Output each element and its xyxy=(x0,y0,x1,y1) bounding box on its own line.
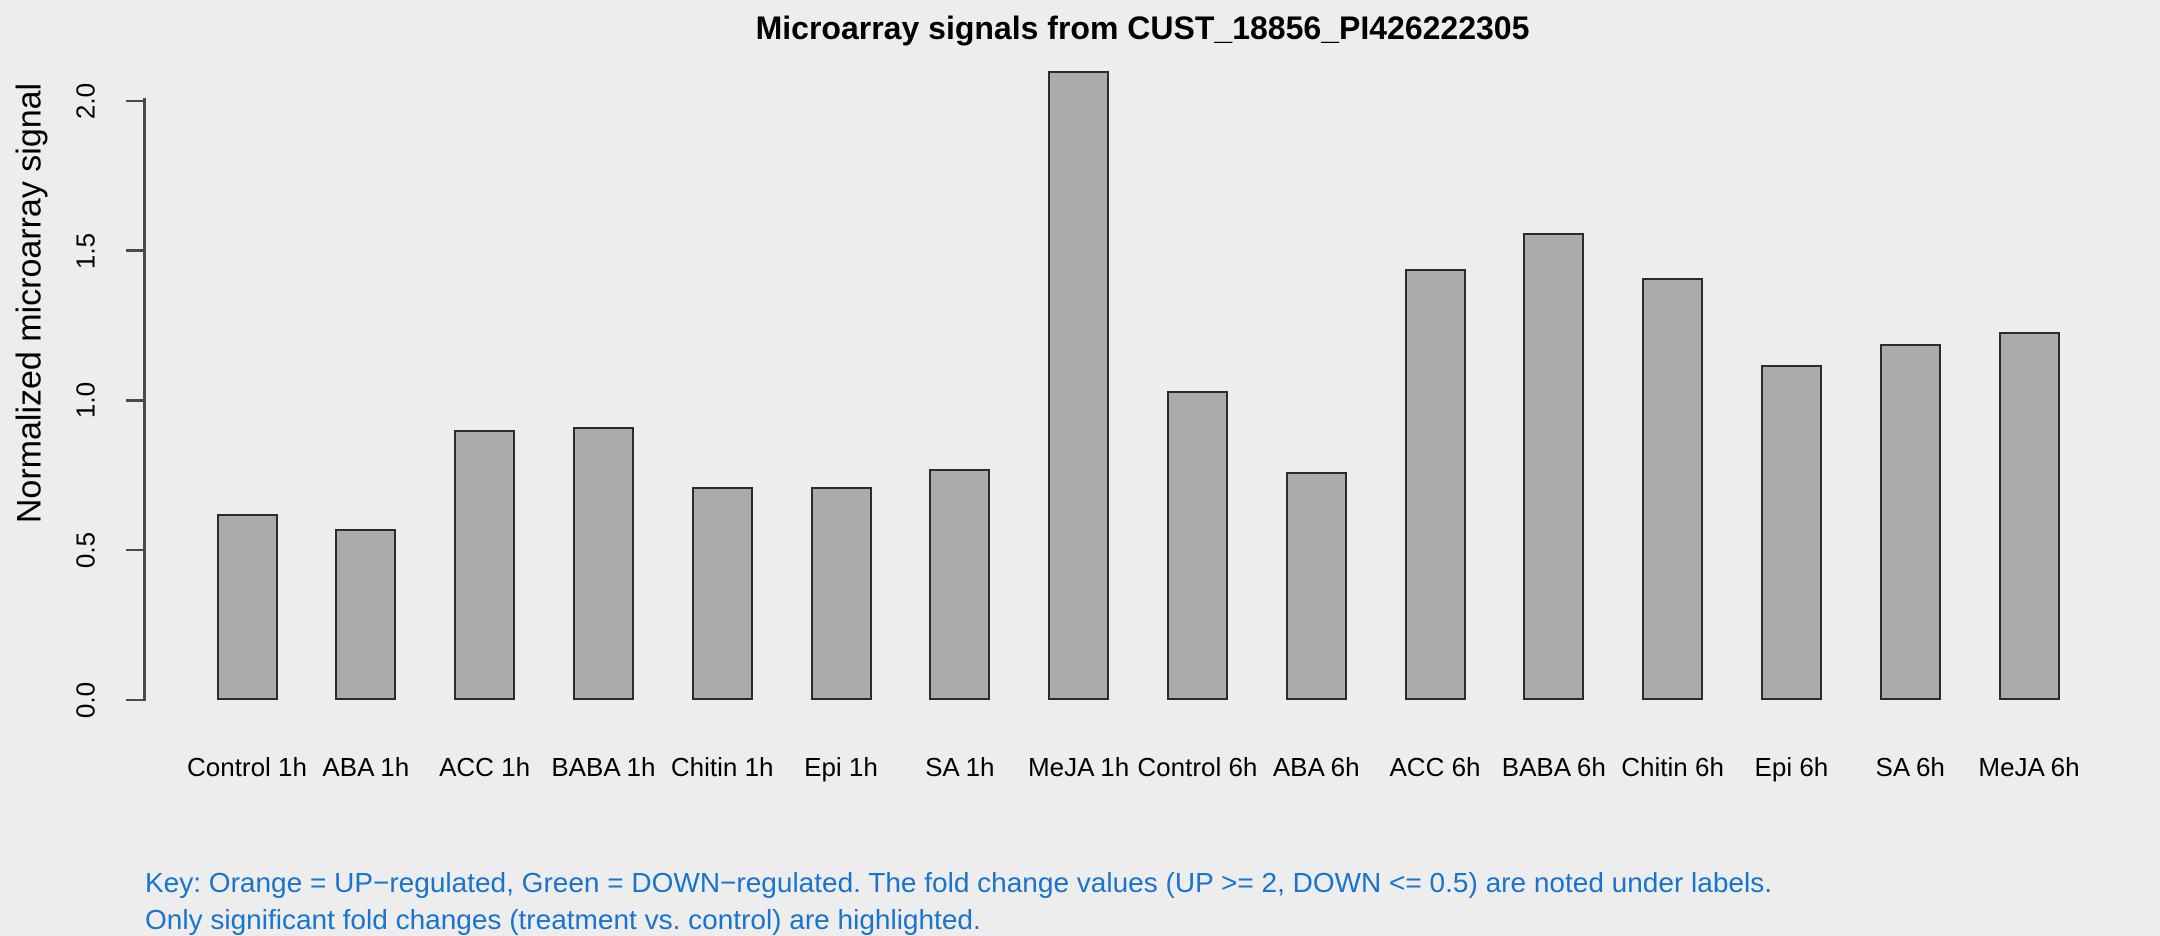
bar-sa-1h xyxy=(929,469,991,700)
y-axis-label: Normalized microarray signal xyxy=(10,82,49,524)
x-axis-label: ACC 6h xyxy=(1389,752,1481,782)
bar-aba-1h xyxy=(335,529,397,700)
bar-epi-6h xyxy=(1760,364,1822,700)
y-tick-label: 1.5 xyxy=(70,232,101,269)
y-tick-label: 1.0 xyxy=(70,382,101,419)
x-axis-label: Epi 6h xyxy=(1754,752,1829,782)
bar-meja-6h xyxy=(1998,331,2060,700)
x-axis-label: Control 6h xyxy=(1137,752,1258,782)
bar-meja-1h xyxy=(1048,70,1110,700)
x-axis-label: ABA 6h xyxy=(1272,752,1360,782)
y-tick-mark xyxy=(126,249,143,252)
y-tick-mark xyxy=(126,399,143,402)
chart-title: Microarray signals from CUST_18856_PI426… xyxy=(755,10,1530,46)
bar-epi-1h xyxy=(810,487,872,700)
y-tick-label: 0.0 xyxy=(70,681,101,719)
bar-chitin-6h xyxy=(1642,277,1704,700)
bar-acc-6h xyxy=(1404,268,1466,700)
bar-chitin-1h xyxy=(691,487,753,700)
x-axis-label: Chitin 1h xyxy=(670,752,774,782)
bar-acc-1h xyxy=(454,430,516,700)
x-axis-label: Epi 1h xyxy=(804,752,878,782)
x-axis-label: SA 6h xyxy=(1875,752,1945,782)
x-axis-label: SA 1h xyxy=(925,752,995,782)
x-axis-label: MeJA 6h xyxy=(1978,752,2080,782)
bar-baba-1h xyxy=(572,427,634,700)
x-axis-label: ABA 1h xyxy=(322,752,410,782)
y-tick-label: 0.5 xyxy=(70,532,101,569)
x-axis-label: Control 1h xyxy=(187,752,307,782)
bar-control-6h xyxy=(1166,391,1228,700)
x-axis-label: ACC 1h xyxy=(439,752,531,782)
y-tick-label: 2.0 xyxy=(70,82,101,119)
y-tick-mark xyxy=(126,548,143,552)
bar-baba-6h xyxy=(1523,232,1585,700)
y-tick-mark xyxy=(126,99,143,103)
bar-sa-6h xyxy=(1879,343,1941,700)
bar-control-1h xyxy=(216,514,278,700)
key-text: Key: Orange = UP−regulated, Green = DOWN… xyxy=(145,864,1772,936)
bar-aba-6h xyxy=(1285,472,1347,700)
x-axis-label: Chitin 6h xyxy=(1621,752,1724,782)
x-axis-label: BABA 1h xyxy=(551,752,656,782)
x-axis-label: MeJA 1h xyxy=(1028,752,1130,782)
key-line-2: Only significant fold changes (treatment… xyxy=(145,904,981,935)
y-tick-mark xyxy=(126,698,143,702)
key-line-1: Key: Orange = UP−regulated, Green = DOWN… xyxy=(145,867,1772,898)
y-axis-line xyxy=(143,98,146,701)
x-axis-label: BABA 6h xyxy=(1501,752,1606,782)
